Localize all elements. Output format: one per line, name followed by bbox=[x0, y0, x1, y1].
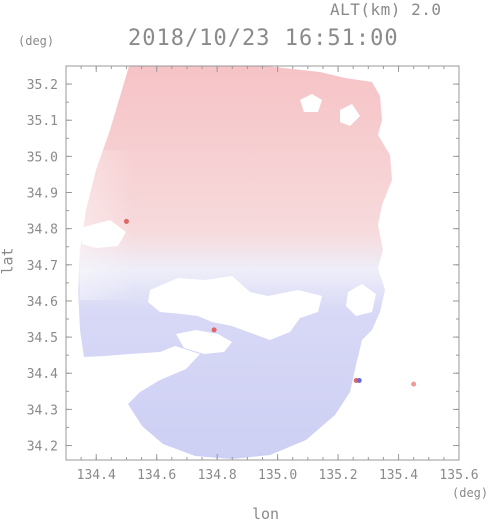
y-tick-label: 35.0 bbox=[27, 150, 58, 165]
x-tick-label: 135.6 bbox=[439, 468, 478, 483]
y-tick-label: 34.3 bbox=[27, 403, 58, 418]
data-gap-north bbox=[300, 94, 322, 112]
x-tick-label: 135.4 bbox=[379, 468, 418, 483]
y-tick-label: 35.2 bbox=[27, 78, 58, 93]
x-tick-label: 134.6 bbox=[137, 468, 176, 483]
x-axis-unit: (deg) bbox=[452, 486, 489, 500]
x-axis-ticks: 134.4 134.6 134.8 135.0 135.2 135.4 135.6 bbox=[77, 66, 479, 483]
x-tick-label: 134.4 bbox=[77, 468, 116, 483]
echo-point bbox=[211, 327, 217, 333]
y-tick-label: 34.4 bbox=[27, 367, 58, 382]
y-tick-label: 35.1 bbox=[27, 114, 58, 129]
data-gap-east bbox=[346, 284, 376, 316]
x-axis-label: lon bbox=[252, 505, 280, 523]
x-tick-label: 135.0 bbox=[258, 468, 297, 483]
y-tick-label: 34.7 bbox=[27, 259, 58, 274]
data-gap-south bbox=[176, 330, 232, 354]
radar-echo-field bbox=[78, 66, 392, 459]
altitude-label: ALT(km) 2.0 bbox=[330, 0, 442, 19]
y-axis-unit: (deg) bbox=[18, 34, 55, 48]
y-tick-label: 34.6 bbox=[27, 295, 58, 310]
data-gap-northeast bbox=[340, 104, 360, 126]
echo-points bbox=[123, 218, 417, 387]
data-gap-west bbox=[80, 220, 126, 248]
x-tick-label: 135.2 bbox=[319, 468, 358, 483]
y-tick-label: 34.2 bbox=[27, 440, 58, 455]
y-tick-label: 34.9 bbox=[27, 187, 58, 202]
echo-point bbox=[356, 377, 362, 383]
echo-shading bbox=[80, 150, 200, 300]
y-axis-ticks: 34.2 34.3 34.4 34.5 34.6 34.7 34.8 34.9 35.0 35.1… bbox=[27, 65, 459, 455]
y-tick-label: 34.5 bbox=[27, 331, 58, 346]
echo-point bbox=[411, 381, 417, 387]
y-tick-label: 34.8 bbox=[27, 223, 58, 238]
data-gap-central bbox=[148, 276, 322, 340]
x-tick-label: 134.8 bbox=[198, 468, 237, 483]
echo-point bbox=[123, 218, 129, 224]
chart-title: 2018/10/23 16:51:00 bbox=[128, 26, 399, 51]
